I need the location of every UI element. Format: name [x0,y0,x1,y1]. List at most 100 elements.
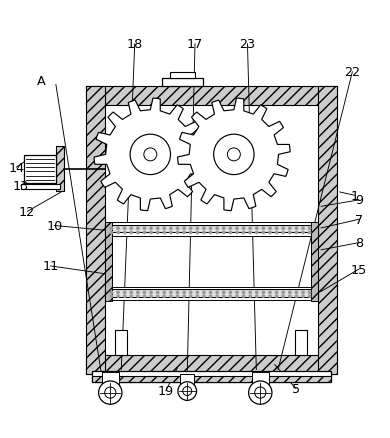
Circle shape [235,227,239,230]
Circle shape [143,295,146,298]
Circle shape [235,291,239,294]
Circle shape [262,295,265,298]
Text: 8: 8 [355,237,363,250]
Circle shape [143,231,146,235]
Circle shape [248,231,252,235]
Circle shape [268,295,272,298]
Circle shape [308,295,312,298]
Bar [252,373,269,384]
Text: 7: 7 [355,213,363,226]
Circle shape [215,295,219,298]
Circle shape [176,291,179,294]
Circle shape [214,135,254,175]
Bar [105,290,318,298]
Text: 10: 10 [46,219,62,233]
Circle shape [301,295,305,298]
Circle shape [149,227,153,230]
Circle shape [255,295,259,298]
Circle shape [288,227,292,230]
Circle shape [242,291,245,294]
Circle shape [136,295,140,298]
Bar [112,223,311,225]
Bar [115,330,127,356]
Circle shape [129,231,133,235]
Circle shape [105,387,116,398]
Circle shape [288,291,292,294]
Circle shape [162,295,166,298]
Bar [102,373,119,384]
Circle shape [235,295,239,298]
Bar [86,87,337,106]
Polygon shape [94,99,207,211]
Circle shape [222,295,226,298]
Circle shape [156,227,160,230]
Circle shape [129,227,133,230]
Circle shape [189,295,193,298]
Bar [318,87,337,374]
Circle shape [136,231,140,235]
Circle shape [123,291,126,294]
Text: 9: 9 [355,194,363,207]
Bar [112,287,311,290]
Circle shape [281,231,285,235]
Circle shape [129,291,133,294]
Circle shape [182,291,186,294]
Circle shape [209,291,213,294]
Circle shape [116,291,120,294]
Circle shape [275,291,278,294]
Circle shape [116,227,120,230]
Circle shape [176,295,179,298]
Circle shape [162,231,166,235]
Circle shape [169,231,173,235]
Circle shape [195,227,199,230]
Bar [86,356,337,374]
Bar [105,225,318,234]
Circle shape [215,291,219,294]
Bar [105,222,112,301]
Circle shape [294,291,298,294]
Circle shape [301,291,305,294]
Circle shape [149,291,153,294]
Text: 18: 18 [127,38,143,51]
Circle shape [182,231,186,235]
Circle shape [248,291,252,294]
Circle shape [262,227,265,230]
Circle shape [275,295,278,298]
Circle shape [189,291,193,294]
Circle shape [169,227,173,230]
Circle shape [209,295,213,298]
Text: 5: 5 [292,382,300,396]
Circle shape [288,231,292,235]
Circle shape [202,291,206,294]
Bar [180,374,194,384]
Text: 13: 13 [13,180,29,193]
Circle shape [242,227,245,230]
Circle shape [136,227,140,230]
Circle shape [183,387,192,396]
Bar [92,376,331,383]
Circle shape [222,227,226,230]
Circle shape [249,381,272,404]
Circle shape [229,231,232,235]
Circle shape [144,148,157,162]
Circle shape [169,291,173,294]
Circle shape [130,135,170,175]
Circle shape [116,231,120,235]
Bar [295,330,307,356]
Circle shape [209,231,213,235]
Circle shape [222,231,226,235]
Circle shape [156,231,160,235]
Circle shape [281,291,285,294]
Circle shape [136,291,140,294]
Bar [21,184,60,190]
Circle shape [110,227,113,230]
Circle shape [248,295,252,298]
Circle shape [294,227,298,230]
Text: 23: 23 [239,38,255,51]
Circle shape [288,295,292,298]
Circle shape [99,381,122,404]
Text: A: A [37,75,46,88]
Circle shape [176,231,179,235]
Circle shape [110,291,113,294]
Circle shape [189,227,193,230]
